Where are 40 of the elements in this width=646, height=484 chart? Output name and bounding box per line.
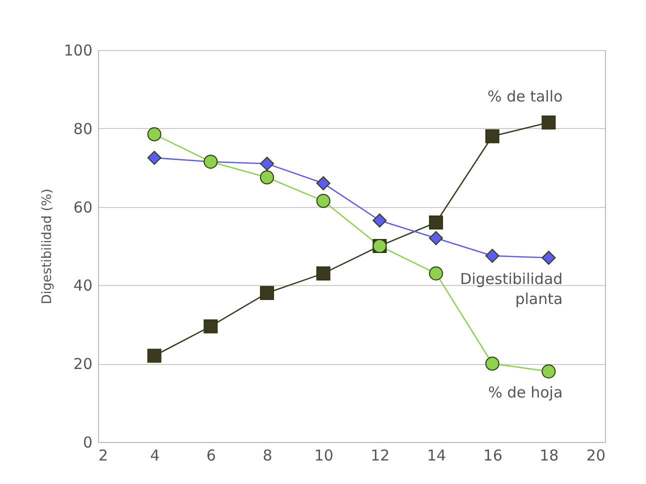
point xyxy=(316,194,330,208)
point xyxy=(316,266,330,280)
point xyxy=(147,348,162,363)
y-tick-label: 100 xyxy=(64,42,92,60)
x-tick-label: 2 xyxy=(98,446,108,464)
y-tick-label: 0 xyxy=(82,434,92,452)
series-label: % de hoja xyxy=(488,383,563,402)
point xyxy=(428,215,444,230)
point xyxy=(147,127,162,142)
x-tick-label: 14 xyxy=(426,446,446,464)
point xyxy=(260,170,274,184)
x-tick-label: 8 xyxy=(262,446,272,464)
point xyxy=(542,250,556,265)
point xyxy=(316,176,330,190)
x-tick-label: 10 xyxy=(314,446,334,464)
x-tick-label: 4 xyxy=(150,446,160,464)
point xyxy=(485,356,500,371)
x-tick-label: 6 xyxy=(206,446,216,464)
x-tick-label: 20 xyxy=(586,446,606,464)
x-tick-label: 12 xyxy=(370,446,390,464)
point xyxy=(260,286,274,300)
point xyxy=(485,129,500,144)
point xyxy=(147,150,162,165)
point xyxy=(204,319,218,334)
y-tick-label: 20 xyxy=(73,355,92,374)
x-tick-label: 16 xyxy=(483,446,502,464)
point xyxy=(542,116,556,130)
point xyxy=(485,248,500,263)
y-tick-label: 80 xyxy=(73,120,92,138)
point xyxy=(542,364,556,378)
point xyxy=(428,231,444,246)
y-axis-title: Digestibilidad (%) xyxy=(40,188,55,304)
point xyxy=(428,266,444,280)
y-tick-label: 60 xyxy=(73,198,92,216)
x-tick-label: 18 xyxy=(540,446,559,464)
point xyxy=(372,214,387,228)
y-tick-label: 40 xyxy=(73,276,92,295)
series-label: Digestibilidad planta xyxy=(460,270,563,308)
series-label: % de tallo xyxy=(488,88,563,106)
point xyxy=(260,156,274,171)
